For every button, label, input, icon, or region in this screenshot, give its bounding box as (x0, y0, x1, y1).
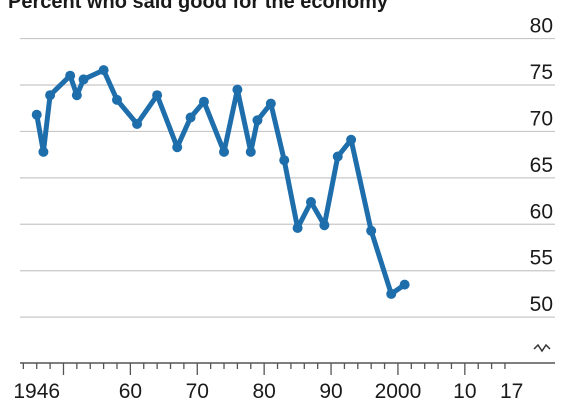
data-point (346, 134, 357, 145)
data-point (305, 197, 316, 207)
data-point (292, 223, 303, 233)
series-line (34, 67, 408, 297)
x-tick-label: 2000 (375, 380, 422, 403)
data-point (366, 225, 377, 236)
data-point (252, 115, 263, 126)
y-tick-label: 60 (530, 200, 553, 223)
x-tick-label: 10 (453, 380, 476, 403)
axis-break-icon (533, 343, 551, 353)
data-point (132, 119, 143, 129)
x-tick-label: 60 (119, 380, 142, 403)
y-tick-label: 80 (530, 15, 553, 38)
data-point (198, 96, 209, 107)
y-tick-label: 75 (530, 61, 553, 84)
x-axis (20, 362, 555, 375)
data-point (152, 90, 163, 101)
y-tick-label: 65 (530, 154, 553, 177)
data-point (245, 146, 256, 157)
x-tick-label: 70 (186, 380, 209, 403)
data-point (319, 220, 330, 231)
x-axis-tick-labels: 1946 60 70 80 90 2000 10 17 (13, 380, 523, 403)
data-point (78, 74, 89, 85)
data-point (399, 279, 410, 290)
data-point (232, 84, 243, 95)
data-point (265, 98, 276, 109)
series-group (31, 65, 410, 299)
y-tick-label: 50 (530, 293, 553, 316)
data-point (38, 146, 49, 157)
data-point (31, 109, 42, 120)
data-point (65, 70, 76, 81)
y-tick-label: 55 (530, 247, 553, 270)
data-point (45, 90, 56, 101)
data-point (98, 65, 109, 76)
data-point (71, 90, 82, 101)
data-point (279, 155, 290, 166)
x-tick-label: 90 (319, 380, 342, 403)
x-tick-label: 80 (252, 380, 275, 403)
data-point (332, 151, 343, 162)
data-point (111, 94, 122, 105)
x-tick-label: 1946 (13, 380, 60, 403)
axis-break-mark (533, 343, 551, 353)
y-axis-tick-labels: 80 75 70 65 60 55 50 (530, 15, 553, 317)
x-tick-label: 17 (500, 380, 523, 403)
data-point (172, 142, 183, 153)
data-point (386, 288, 397, 299)
chart-title: Percent who said good for the economy (8, 0, 389, 13)
data-point (219, 146, 230, 157)
y-tick-label: 70 (530, 107, 553, 130)
data-point (185, 112, 196, 123)
